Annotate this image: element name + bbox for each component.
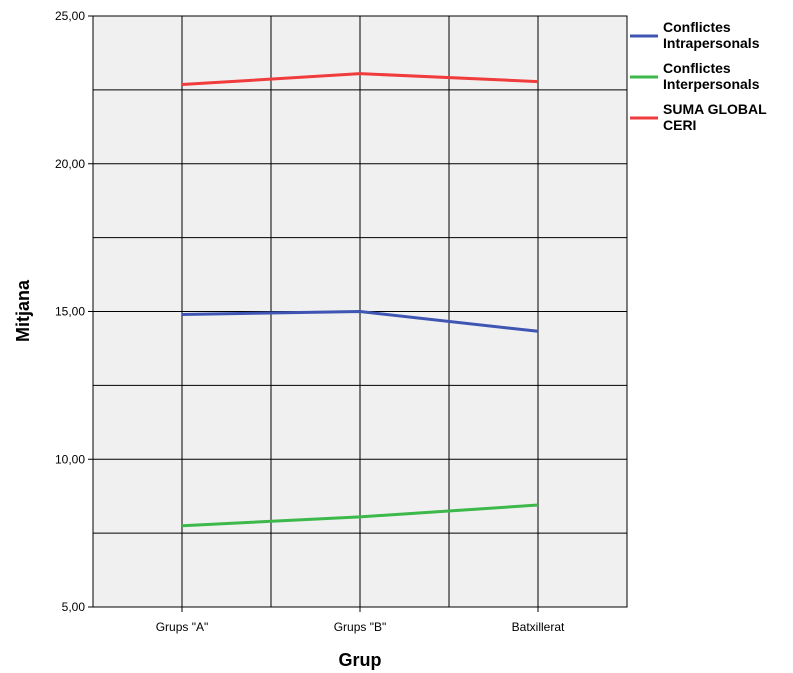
series-lines xyxy=(181,72,539,528)
series-line-3 xyxy=(181,72,539,87)
legend-label: Interpersonals xyxy=(663,76,760,92)
series-line-2 xyxy=(181,503,539,528)
x-tick-label: Grups "B" xyxy=(334,620,387,634)
legend-label: Conflictes xyxy=(663,60,731,76)
y-tick-label: 5,00 xyxy=(62,600,86,614)
y-tick-label: 10,00 xyxy=(55,452,85,466)
series-line-1 xyxy=(181,310,539,333)
y-tick-label: 20,00 xyxy=(55,157,85,171)
legend-label: CERI xyxy=(663,117,696,133)
x-axis-title: Grup xyxy=(339,650,382,670)
y-tick-label: 15,00 xyxy=(55,305,85,319)
y-tick-labels: 5,00 10,00 15,00 20,00 25,00 xyxy=(55,9,85,614)
x-tick-label: Batxillerat xyxy=(512,620,565,634)
legend-label: Intrapersonals xyxy=(663,35,760,51)
plot-frame xyxy=(92,15,628,608)
x-tick-label: Grups "A" xyxy=(156,620,209,634)
legend-label: Conflictes xyxy=(663,19,731,35)
y-tick-label: 25,00 xyxy=(55,9,85,23)
tick-marks xyxy=(88,15,539,612)
y-axis-title: Mitjana xyxy=(13,279,33,342)
x-tick-labels: Grups "A" Grups "B" Batxillerat xyxy=(156,620,565,634)
legend: ConflictesIntrapersonalsConflictesInterp… xyxy=(630,19,767,133)
legend-label: SUMA GLOBAL xyxy=(663,101,767,117)
